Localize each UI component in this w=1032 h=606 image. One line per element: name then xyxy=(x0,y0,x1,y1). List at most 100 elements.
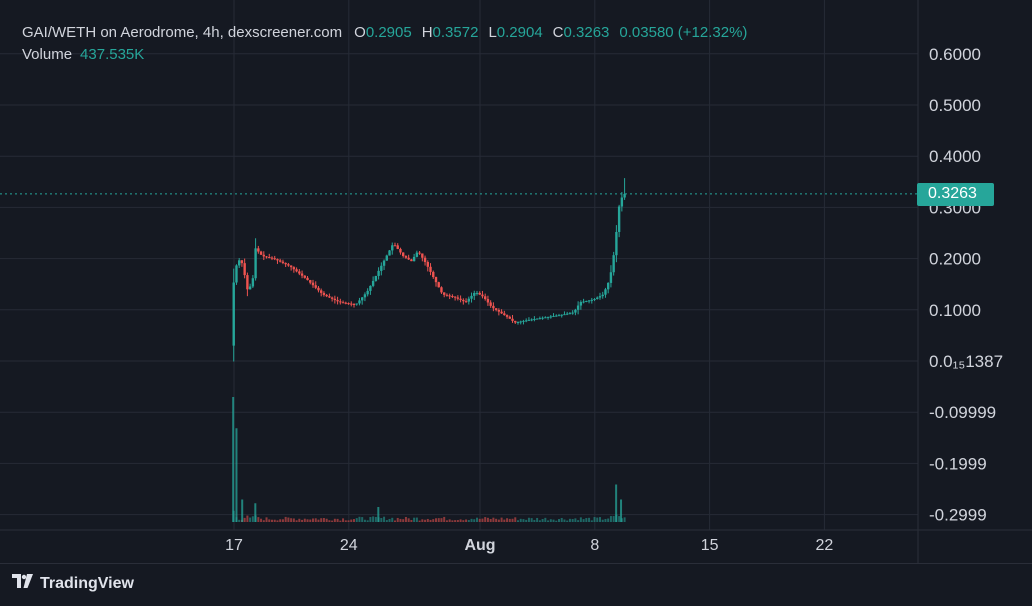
volume-spike-bar xyxy=(620,499,623,522)
symbol-title[interactable]: GAI/WETH on Aerodrome, 4h, dexscreener.c… xyxy=(22,24,343,41)
candle-body xyxy=(330,297,334,299)
volume-bar xyxy=(598,517,601,522)
volume-bar xyxy=(516,520,519,522)
candle-body xyxy=(514,320,517,323)
candle-body xyxy=(475,292,479,294)
candle-body xyxy=(298,271,301,274)
tradingview-brand[interactable]: TradingView xyxy=(12,574,134,593)
volume-bar xyxy=(246,515,249,522)
price-chart[interactable]: 0.60000.50000.40000.30000.20000.10000.0₁… xyxy=(0,0,1032,563)
volume-bar xyxy=(270,519,273,522)
candle-body xyxy=(314,285,317,288)
candle-body xyxy=(396,245,399,249)
candle-body xyxy=(448,295,451,297)
candle-body xyxy=(309,280,312,283)
volume-bar xyxy=(410,520,413,522)
volume-bar xyxy=(497,519,500,522)
volume-bar xyxy=(393,520,396,522)
volume-bar xyxy=(273,519,276,522)
volume-bar xyxy=(609,516,612,522)
tradingview-logo-icon xyxy=(12,574,34,593)
price-tick-label: -0.09999 xyxy=(929,403,996,422)
close-label: C xyxy=(552,24,564,41)
volume-bar xyxy=(325,518,328,522)
volume-bar xyxy=(448,519,451,522)
volume-bar xyxy=(385,520,388,522)
candle-body xyxy=(440,287,443,293)
candle-body xyxy=(538,318,542,320)
candle-body xyxy=(508,316,511,319)
time-tick-label: 24 xyxy=(340,537,358,554)
volume-bar xyxy=(391,517,394,522)
candle-body xyxy=(552,316,555,318)
volume-bar xyxy=(311,518,314,522)
volume-bar xyxy=(374,516,377,522)
volume-bar xyxy=(404,516,407,522)
candle-body xyxy=(412,256,416,262)
volume-bar xyxy=(369,516,372,522)
candle-body xyxy=(620,197,624,207)
candle-body xyxy=(262,254,265,257)
open-value: 0.2905 xyxy=(365,24,412,41)
volume-bar xyxy=(484,517,487,522)
volume-bar xyxy=(303,518,306,522)
candle-body xyxy=(289,265,293,268)
volume-bar xyxy=(596,517,599,522)
candle-body xyxy=(462,299,465,302)
candle-body xyxy=(432,271,435,278)
candle-body xyxy=(557,315,561,317)
candle-body xyxy=(410,259,413,262)
candle-body xyxy=(598,296,602,298)
price-tick-label: -0.1999 xyxy=(929,454,987,473)
volume-spike-bar xyxy=(232,397,235,522)
volume-bar xyxy=(251,516,254,522)
volume-bar xyxy=(492,517,495,522)
volume-bar xyxy=(582,519,585,522)
candle-body xyxy=(380,265,383,271)
volume-bar xyxy=(536,517,539,522)
volume-bar xyxy=(339,520,342,522)
candle-body xyxy=(497,309,501,312)
last-price-label: 0.3263 xyxy=(917,182,994,206)
candle-body xyxy=(492,305,495,309)
high-value: 0.3572 xyxy=(432,24,479,41)
candle-body xyxy=(511,318,514,321)
candle-body xyxy=(237,260,241,266)
volume-bar xyxy=(549,519,552,522)
candle-body xyxy=(265,256,268,258)
candle-body xyxy=(418,252,421,254)
volume-bar xyxy=(574,518,577,522)
volume-bar xyxy=(601,519,604,522)
candle-body xyxy=(464,301,468,303)
candle-body xyxy=(355,303,358,305)
low-label: L xyxy=(488,24,497,41)
volume-bar xyxy=(593,517,596,522)
candle-body xyxy=(453,296,457,298)
volume-bar xyxy=(588,517,591,522)
candle-body xyxy=(617,206,621,232)
volume-bar xyxy=(295,520,298,522)
volume-bar xyxy=(363,519,366,522)
volume-bar xyxy=(352,519,355,522)
price-tick-label: -0.2999 xyxy=(929,506,987,525)
open-label: O xyxy=(354,24,366,41)
candle-body xyxy=(535,318,539,320)
candle-body xyxy=(456,297,460,299)
volume-bar xyxy=(522,519,525,522)
time-tick-label: Aug xyxy=(464,537,495,554)
time-axis: 17 24 Aug 8 15 22 xyxy=(225,537,833,554)
candle-body xyxy=(481,294,484,297)
volume-bar xyxy=(415,517,418,522)
time-tick-label: 17 xyxy=(225,537,243,554)
candle-body xyxy=(371,280,375,286)
candle-body xyxy=(240,260,244,264)
price-tick-label: 0.2000 xyxy=(929,250,981,269)
volume-bar xyxy=(276,520,279,522)
volume-bar xyxy=(612,516,615,522)
candle-body xyxy=(388,250,391,256)
volume-bar xyxy=(566,520,569,522)
volume-row: Volume 437.535K xyxy=(22,44,751,66)
volume-bar xyxy=(380,517,383,522)
volume-bar xyxy=(557,519,560,522)
volume-bar xyxy=(320,518,323,522)
